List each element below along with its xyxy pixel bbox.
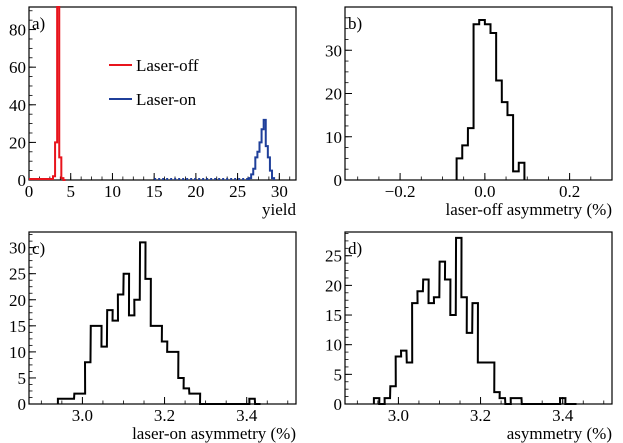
histogram-bin [467,333,472,404]
histogram-bin [434,297,439,404]
panel-b: −0.2 0.0 0.2 0 10 20 30 laser-off asymmetry (%)… [325,6,613,219]
histogram-bin [113,321,118,404]
panel-c: 3.0 3.2 3.4 0 5 10 15 20 25 30 laser-on asymmetry … [9,231,297,443]
histogram-outline-laser-on [248,118,276,180]
histogram-outline-laser-off [51,6,66,181]
plot-frame [28,231,297,405]
y-tick-label: 0 [334,395,343,414]
histogram-bin [429,303,434,404]
histogram-bin [483,362,488,404]
x-tick-label: 0.2 [559,182,580,201]
y-tick-label: 30 [9,239,26,258]
histogram-bin [417,291,422,404]
histogram-bin [151,326,156,404]
histogram-bin [167,352,172,404]
legend: Laser-off Laser-on [109,56,199,109]
y-tick-label: 80 [9,21,26,40]
y-tick-label: 40 [9,96,26,115]
y-tick-label: 10 [325,128,342,147]
panel-d: 3.0 3.2 3.4 0 5 10 15 20 25 asymmetry (%) d) [325,231,613,443]
y-tick-label: 15 [9,317,26,336]
x-tick-label: 3.4 [236,406,258,425]
y-tick-label: 25 [9,265,26,284]
x-tick-label: 5 [66,182,75,201]
histogram-bin [485,24,491,180]
panel-tag: a) [32,14,45,33]
y-tick-label: 25 [325,247,342,266]
histogram-bin [513,171,519,180]
y-tick-label: 0 [334,171,343,190]
x-tick-label: 15 [146,182,163,201]
legend-label: Laser-off [136,56,199,75]
histogram-bin [101,347,106,404]
histogram-bin [479,20,485,180]
y-tick-label: 60 [9,58,26,77]
x-tick-label: 3.0 [72,406,93,425]
x-tick-label: 3.2 [154,406,175,425]
panel-tag: d) [348,239,362,258]
y-tick-label: 20 [325,85,342,104]
y-tick-label: 15 [325,306,342,325]
histogram-bin [189,394,194,404]
y-tick-label: 10 [9,343,26,362]
x-tick-label: 0 [25,182,34,201]
x-tick-label: 25 [229,182,246,201]
plot-frame [344,231,613,405]
y-tick-label: 0 [18,395,27,414]
histogram-outline [372,236,577,405]
histogram-bin [401,351,406,404]
x-tick-label: 20 [187,182,204,201]
x-tick-label: −0.2 [385,182,416,201]
plot-frame [344,6,613,181]
histogram-outline [56,241,261,405]
panel-tag: c) [32,239,45,258]
panel-a: 0 5 10 15 20 25 30020406080yielda)Laser-offLas… [9,6,297,219]
x-axis-label: laser-on asymmetry (%) [132,424,296,443]
histogram-bin [407,362,412,404]
y-tick-label: 20 [9,133,26,152]
histogram-bin [129,315,134,404]
x-tick-label: 10 [104,182,121,201]
y-tick-label: 5 [334,365,343,384]
histogram-bin [450,315,455,404]
x-tick-label: 0.0 [474,182,495,201]
y-tick-label: 0 [18,171,27,190]
y-tick-label: 20 [9,291,26,310]
x-axis-label: laser-off asymmetry (%) [446,200,612,219]
x-axis-label: asymmetry (%) [507,424,612,443]
x-tick-label: 3.2 [470,406,491,425]
legend-label: Laser-on [136,90,197,109]
y-tick-label: 5 [18,369,27,388]
x-tick-label: 30 [271,182,288,201]
panel-tag: b) [348,14,362,33]
y-tick-label: 10 [325,336,342,355]
x-axis-label: yield [262,200,296,219]
y-tick-label: 20 [325,276,342,295]
x-tick-label: 3.0 [388,406,409,425]
y-tick-label: 30 [325,41,342,60]
x-tick-label: 3.4 [552,406,574,425]
histogram-outline [455,18,526,180]
